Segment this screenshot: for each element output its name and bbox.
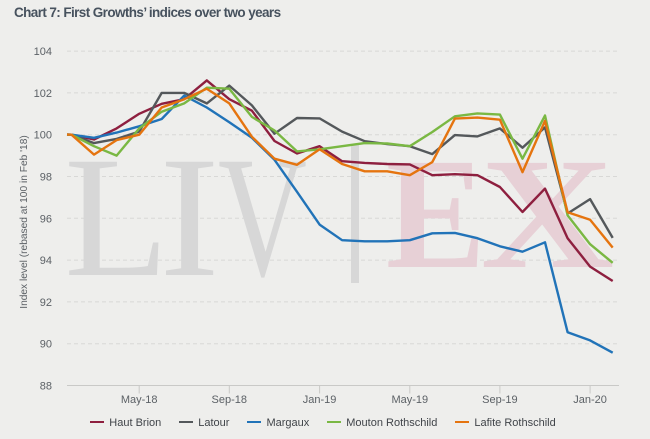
svg-text:Index level (rebased at 100 in: Index level (rebased at 100 in Feb '18) — [19, 135, 30, 309]
svg-text:96: 96 — [40, 213, 52, 225]
svg-text:104: 104 — [34, 46, 52, 58]
svg-text:88: 88 — [40, 381, 52, 393]
svg-text:Sep-18: Sep-18 — [212, 394, 247, 406]
svg-text:92: 92 — [40, 297, 52, 309]
svg-text:90: 90 — [40, 339, 52, 351]
svg-text:I: I — [160, 122, 220, 313]
svg-text:May-19: May-19 — [391, 394, 428, 406]
svg-text:X: X — [480, 126, 614, 302]
svg-text:94: 94 — [40, 255, 52, 267]
svg-text:L: L — [64, 122, 168, 313]
svg-text:100: 100 — [34, 130, 52, 142]
svg-text:Jan-20: Jan-20 — [573, 394, 607, 406]
svg-text:V: V — [218, 122, 307, 313]
svg-text:Jan-19: Jan-19 — [303, 394, 337, 406]
svg-text:May-18: May-18 — [121, 394, 158, 406]
svg-text:98: 98 — [40, 172, 52, 184]
svg-text:Sep-19: Sep-19 — [482, 394, 517, 406]
svg-text:102: 102 — [34, 88, 52, 100]
